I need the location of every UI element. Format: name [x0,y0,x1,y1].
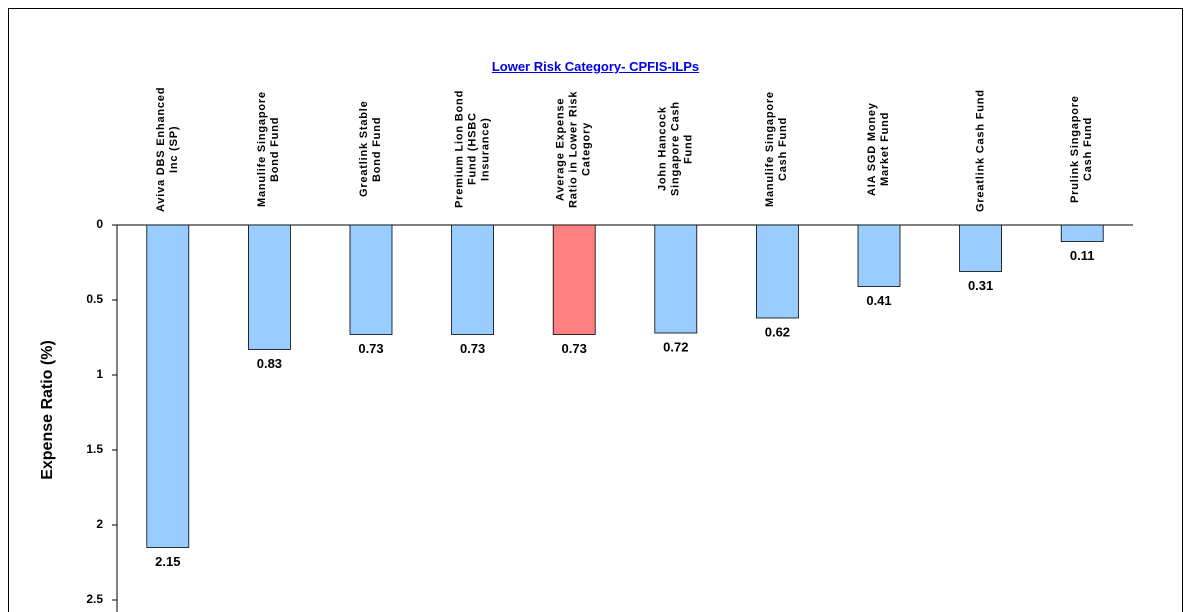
value-label: 0.83 [257,356,282,371]
value-label: 0.11 [1070,248,1095,263]
bar [247,224,291,350]
chart-border [8,8,1183,612]
value-label: 0.62 [765,324,790,339]
value-label: 0.31 [968,278,993,293]
bar [349,224,393,335]
value-label: 0.73 [460,341,485,356]
bar [756,224,799,319]
chart-title: Lower Risk Category- CPFIS-ILPs [491,59,700,74]
x-tick-label: John Hancock Singapore Cash Fund [656,101,695,197]
bar [451,224,495,335]
y-tick-label: 1 [96,367,103,381]
x-tick-label: Greatlink Stable Bond Fund [358,100,383,198]
x-tick-label: Premium Lion Bond Fund (HSBC Insurance) [453,89,492,209]
bar [1060,224,1104,242]
y-axis-title: Expense Ratio (%) [39,340,56,480]
y-tick-label: 0.5 [86,292,103,306]
bar [857,224,901,287]
x-tick-label: Manulife Singapore Cash Fund [764,91,790,207]
x-tick-label: Aviva DBS Enhanced Inc (SP) [154,86,180,212]
y-tick-label: 0 [96,217,103,231]
bar [654,224,698,334]
x-tick-label: Manulife Singapore Bond Fund [256,91,282,207]
x-tick-label: Greatlink Cash Fund [974,89,987,212]
value-label: 0.73 [562,341,587,356]
value-label: 0.72 [663,339,688,354]
y-tick-label: 2.5 [86,592,103,606]
value-label: 0.41 [866,293,891,308]
y-tick-label: 1.5 [86,442,103,456]
y-tick-label: 2 [96,517,103,531]
value-label: 0.73 [358,341,383,356]
value-label: 2.15 [155,554,180,569]
bar [146,224,190,548]
x-tick-label: Prulink Singapore Cash Fund [1069,95,1095,203]
bar [959,224,1002,272]
bar [552,224,596,335]
x-tick-label: AIA SGD Money Market Fund [866,102,891,196]
x-tick-label: Average Expense Ratio in Lower Risk Cate… [554,90,593,208]
